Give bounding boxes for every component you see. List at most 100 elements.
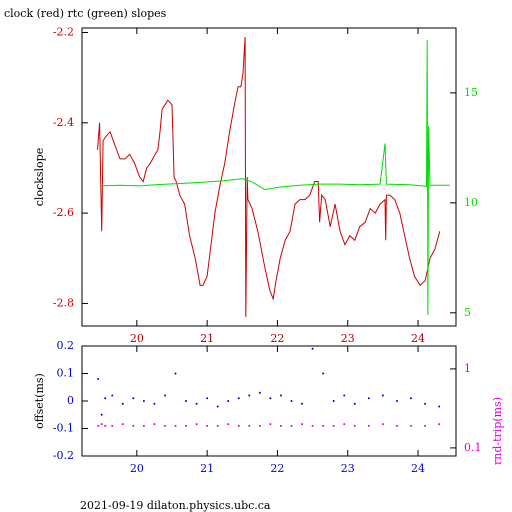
point bbox=[185, 400, 188, 402]
y-tick-label: -0.1 bbox=[53, 422, 74, 435]
point bbox=[111, 394, 114, 397]
point bbox=[269, 397, 272, 400]
point bbox=[332, 424, 335, 427]
point bbox=[290, 424, 293, 427]
point bbox=[343, 394, 346, 397]
y2-tick-label: 0.1 bbox=[464, 441, 482, 454]
point bbox=[132, 397, 135, 400]
y2-axis-label: rnd-trip(ms) bbox=[491, 397, 504, 465]
point bbox=[343, 423, 346, 426]
point bbox=[195, 402, 198, 405]
point bbox=[332, 400, 335, 402]
point bbox=[279, 394, 282, 397]
point bbox=[227, 400, 230, 402]
x-tick-label: 22 bbox=[270, 462, 284, 475]
point bbox=[410, 424, 413, 427]
point bbox=[322, 424, 325, 427]
point bbox=[216, 424, 219, 427]
point bbox=[301, 423, 304, 426]
point bbox=[174, 372, 177, 375]
y-tick-label: -2.6 bbox=[53, 206, 74, 219]
point bbox=[174, 424, 177, 427]
x-tick-label: 24 bbox=[411, 462, 425, 475]
y-axis-label: clockslope bbox=[33, 148, 46, 206]
point bbox=[279, 424, 282, 427]
point bbox=[367, 424, 370, 427]
plot-frame bbox=[81, 27, 457, 327]
point bbox=[381, 423, 384, 426]
point bbox=[153, 402, 156, 405]
point bbox=[237, 424, 240, 427]
y2-tick-label: 1 bbox=[464, 362, 471, 375]
point bbox=[121, 423, 124, 426]
x-tick-label: 21 bbox=[200, 332, 214, 345]
point bbox=[367, 397, 370, 400]
chart-title: clock (red) rtc (green) slopes bbox=[4, 7, 167, 20]
point bbox=[216, 405, 219, 408]
point bbox=[311, 347, 314, 350]
point bbox=[248, 424, 251, 427]
series-line bbox=[99, 40, 450, 316]
x-tick-label: 24 bbox=[411, 332, 425, 345]
y-tick-label: 0.1 bbox=[57, 367, 75, 380]
point bbox=[195, 423, 198, 426]
point bbox=[132, 424, 135, 427]
point bbox=[424, 424, 427, 427]
point bbox=[258, 424, 261, 427]
x-tick-label: 23 bbox=[341, 332, 355, 345]
point bbox=[322, 372, 325, 375]
point bbox=[381, 394, 384, 397]
point bbox=[100, 413, 103, 416]
point bbox=[97, 424, 100, 427]
series-line bbox=[97, 36, 441, 318]
y-tick-label: -2.8 bbox=[53, 296, 74, 309]
point bbox=[353, 402, 356, 405]
point bbox=[248, 394, 251, 397]
point bbox=[311, 424, 314, 427]
point bbox=[353, 424, 356, 427]
point bbox=[104, 424, 107, 427]
x-tick-label: 21 bbox=[200, 462, 214, 475]
x-tick-label: 22 bbox=[270, 332, 284, 345]
point bbox=[424, 402, 427, 405]
x-tick-label: 23 bbox=[341, 462, 355, 475]
point bbox=[237, 397, 240, 400]
x-tick-label: 20 bbox=[130, 332, 144, 345]
point bbox=[206, 424, 209, 427]
point bbox=[153, 423, 156, 426]
point bbox=[206, 397, 209, 400]
y-tick-label: -2.2 bbox=[53, 26, 74, 39]
point bbox=[258, 391, 261, 394]
point bbox=[185, 424, 188, 427]
point bbox=[111, 424, 114, 427]
point bbox=[301, 402, 304, 405]
y-tick-label: 0.2 bbox=[57, 339, 75, 352]
point bbox=[163, 424, 166, 427]
point bbox=[410, 397, 413, 400]
point bbox=[227, 423, 230, 426]
point bbox=[438, 405, 441, 408]
footer: 2021-09-19 dilaton.physics.ubc.ca bbox=[80, 499, 271, 512]
point bbox=[142, 400, 145, 402]
y-tick-label: -0.2 bbox=[53, 449, 74, 462]
point bbox=[100, 423, 103, 426]
x-tick-label: 20 bbox=[130, 462, 144, 475]
point bbox=[163, 394, 166, 397]
point bbox=[438, 423, 441, 426]
y2-tick-label: 15 bbox=[464, 86, 478, 99]
point bbox=[290, 400, 293, 402]
y-tick-label: 0 bbox=[67, 394, 74, 407]
point bbox=[395, 400, 398, 402]
point bbox=[104, 397, 107, 400]
point bbox=[269, 423, 272, 426]
y-axis-label: offset(ms) bbox=[33, 373, 46, 429]
point bbox=[121, 402, 124, 405]
y2-tick-label: 5 bbox=[464, 306, 471, 319]
point bbox=[97, 378, 100, 380]
y2-tick-label: 10 bbox=[464, 196, 478, 209]
point bbox=[142, 424, 145, 427]
y-tick-label: -2.4 bbox=[53, 116, 74, 129]
point bbox=[395, 424, 398, 427]
